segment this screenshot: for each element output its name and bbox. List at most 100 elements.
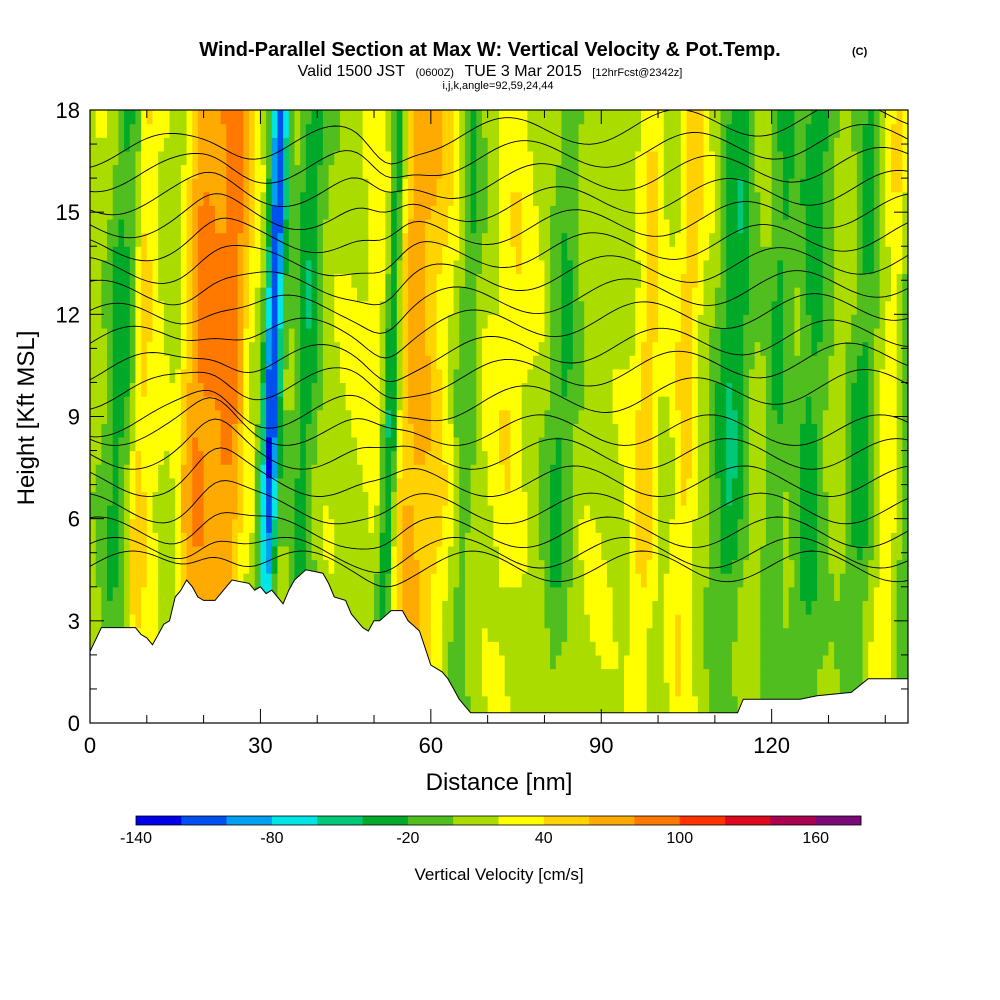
velocity-cell bbox=[425, 164, 432, 179]
velocity-cell bbox=[209, 396, 216, 411]
velocity-cell bbox=[595, 600, 602, 615]
velocity-cell bbox=[442, 218, 449, 234]
velocity-cell bbox=[436, 464, 443, 479]
velocity-cell bbox=[493, 518, 500, 533]
velocity-cell bbox=[567, 368, 574, 384]
velocity-cell bbox=[209, 518, 216, 533]
velocity-cell bbox=[95, 191, 102, 206]
velocity-cell bbox=[129, 600, 137, 615]
velocity-cell bbox=[356, 573, 364, 588]
velocity-cell bbox=[158, 287, 165, 302]
velocity-cell bbox=[629, 178, 636, 193]
velocity-cell bbox=[527, 464, 534, 479]
velocity-cell bbox=[237, 559, 244, 574]
velocity-cell bbox=[260, 287, 267, 302]
velocity-cell bbox=[254, 150, 262, 166]
velocity-cell bbox=[118, 232, 125, 247]
velocity-cell bbox=[243, 314, 250, 329]
velocity-cell bbox=[339, 423, 347, 438]
velocity-cell bbox=[663, 600, 671, 615]
velocity-cell bbox=[129, 450, 137, 465]
velocity-cell bbox=[180, 218, 188, 234]
velocity-cell bbox=[419, 573, 426, 588]
velocity-cell bbox=[555, 586, 563, 601]
velocity-cell bbox=[356, 491, 364, 506]
velocity-cell bbox=[379, 314, 386, 329]
velocity-cell bbox=[368, 423, 375, 438]
velocity-cell bbox=[260, 314, 267, 329]
velocity-cell bbox=[300, 409, 307, 424]
velocity-cell bbox=[408, 123, 415, 138]
velocity-cell bbox=[396, 191, 404, 206]
velocity-cell bbox=[112, 110, 119, 125]
velocity-cell bbox=[516, 682, 523, 697]
velocity-cell bbox=[220, 450, 227, 465]
velocity-cell bbox=[703, 259, 710, 275]
velocity-cell bbox=[288, 327, 296, 343]
velocity-cell bbox=[692, 627, 699, 642]
velocity-cell bbox=[618, 110, 625, 125]
velocity-cell bbox=[146, 450, 154, 465]
velocity-cell bbox=[470, 627, 477, 642]
velocity-cell bbox=[368, 355, 375, 370]
velocity-cell bbox=[232, 287, 239, 302]
velocity-cell bbox=[135, 600, 142, 615]
velocity-cell bbox=[533, 423, 540, 438]
velocity-cell bbox=[692, 559, 699, 574]
velocity-cell bbox=[442, 423, 449, 438]
velocity-cell bbox=[584, 682, 591, 697]
velocity-cell bbox=[641, 614, 648, 629]
velocity-cell bbox=[112, 341, 119, 356]
velocity-cell bbox=[129, 164, 137, 179]
velocity-cell bbox=[249, 545, 256, 561]
velocity-cell bbox=[555, 654, 563, 670]
velocity-cell bbox=[470, 382, 477, 397]
velocity-cell bbox=[470, 246, 477, 261]
velocity-cell bbox=[663, 178, 671, 193]
velocity-cell bbox=[425, 314, 432, 329]
velocity-cell bbox=[675, 532, 682, 547]
velocity-cell bbox=[220, 341, 227, 356]
velocity-cell bbox=[158, 477, 165, 493]
velocity-cell bbox=[124, 559, 131, 574]
velocity-cell bbox=[385, 287, 392, 302]
velocity-cell bbox=[476, 409, 483, 424]
velocity-cell bbox=[601, 491, 608, 506]
velocity-cell bbox=[232, 137, 239, 152]
velocity-cell bbox=[436, 205, 443, 220]
velocity-cell bbox=[572, 641, 580, 656]
velocity-cell bbox=[226, 273, 233, 288]
velocity-cell bbox=[254, 477, 262, 493]
velocity-cell bbox=[214, 327, 222, 343]
velocity-cell bbox=[533, 695, 540, 710]
velocity-cell bbox=[345, 110, 352, 125]
velocity-cell bbox=[425, 505, 432, 520]
velocity-cell bbox=[595, 641, 602, 656]
velocity-cell bbox=[652, 436, 659, 452]
velocity-cell bbox=[322, 287, 330, 302]
velocity-cell bbox=[339, 110, 347, 125]
velocity-cell bbox=[209, 505, 216, 520]
velocity-cell bbox=[385, 505, 392, 520]
velocity-cell bbox=[641, 259, 648, 275]
velocity-cell bbox=[470, 423, 477, 438]
velocity-cell bbox=[544, 450, 551, 465]
velocity-cell bbox=[249, 327, 256, 343]
velocity-cell bbox=[95, 123, 102, 138]
velocity-cell bbox=[351, 368, 358, 384]
velocity-cell bbox=[124, 218, 131, 234]
velocity-cell bbox=[232, 477, 239, 493]
velocity-cell bbox=[362, 178, 369, 193]
velocity-cell bbox=[464, 259, 472, 275]
velocity-cell bbox=[413, 396, 421, 411]
velocity-cell bbox=[271, 178, 279, 193]
velocity-cell bbox=[658, 559, 665, 574]
velocity-cell bbox=[584, 150, 591, 166]
velocity-cell bbox=[146, 518, 154, 533]
velocity-cell bbox=[635, 559, 642, 574]
velocity-cell bbox=[317, 491, 324, 506]
velocity-cell bbox=[203, 300, 210, 315]
velocity-cell bbox=[481, 409, 489, 424]
velocity-cell bbox=[476, 695, 483, 710]
velocity-cell bbox=[464, 491, 472, 506]
